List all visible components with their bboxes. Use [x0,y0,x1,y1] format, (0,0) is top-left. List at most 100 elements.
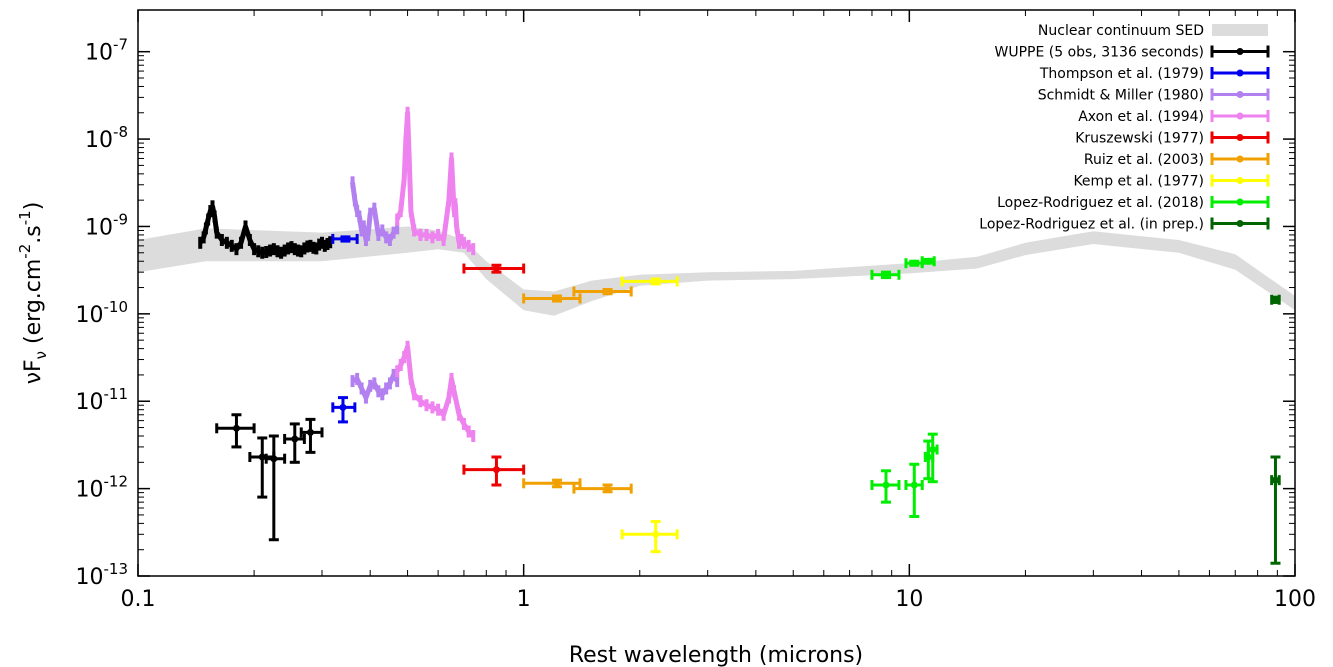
series-3-polarized-spectrum [395,340,476,443]
y-tick-label: 10-7 [85,36,128,66]
series-8-polarized-point-0 [1270,455,1281,565]
legend-marker [1236,198,1244,206]
series-1-polarized-point-0 [331,396,357,424]
y-tick-label: 10-12 [76,473,129,503]
series-7-polarized-point-1-marker [910,481,918,489]
series-0-flux-spectrum [198,200,333,259]
plot-area [138,106,1295,565]
series-4-flux-point-0-marker [492,265,500,273]
series-5-flux-point-0 [522,293,582,304]
series-7-flux-point-2 [920,256,936,267]
y-axis-label: νFν (erg.cm-2.s-1) [16,202,50,385]
x-tick-label: 1 [517,587,531,612]
legend-label: Lopez-Rodriguez et al. (2018) [997,195,1204,211]
legend-label: Axon et al. (1994) [1078,109,1204,125]
legend-label: Nuclear continuum SED [1038,23,1204,39]
legend-label: Kruszewski (1977) [1075,131,1204,147]
legend-marker [1236,134,1244,141]
series-7-polarized-point-0-marker [882,481,890,489]
y-tick-label: 10-10 [76,298,129,328]
series-7-polarized-point-0 [870,469,901,504]
legend-entry-2: Thompson et al. (1979) [1039,66,1270,82]
y-tick-label: 10-8 [85,123,128,153]
legend-marker [1236,48,1244,55]
series-5-polarized-point-1 [572,483,633,494]
sed-band [138,226,1295,316]
legend-marker [1236,69,1244,77]
series-6-flux-point-0 [620,276,679,287]
legend-label: Kemp et al. (1977) [1073,174,1204,190]
legend-entry-0: Nuclear continuum SED [1038,23,1268,39]
series-5-polarized-point-0-marker [553,479,561,487]
series-7-flux-point-1-marker [910,259,918,267]
series-8-flux-point-0-marker [1271,296,1279,304]
series-4-polarized-point-0-marker [492,466,500,474]
legend-entry-1: WUPPE (5 obs, 3136 seconds) [994,45,1270,61]
series-4-polarized-point-0 [462,455,526,487]
series-5-flux-point-1 [572,286,633,297]
legend-swatch [1212,24,1268,36]
legend-label: Ruiz et al. (2003) [1084,152,1204,168]
legend-marker [1236,112,1244,120]
legend-entry-9: Lopez-Rodriguez et al. (in prep.) [979,217,1270,233]
legend-label: Thompson et al. (1979) [1039,66,1204,82]
series-7-flux-point-0-marker [882,271,890,279]
series-0-polarized-point-2-marker [270,455,278,463]
y-tick-label: 10-9 [85,210,128,240]
series-7-flux-point-2-marker [924,257,932,265]
legend-label: Lopez-Rodriguez et al. (in prep.) [979,217,1204,233]
x-tick-label: 100 [1274,587,1316,612]
legend-marker [1236,91,1244,98]
series-0-polarized-point-1 [248,436,276,499]
legend-entry-5: Kruszewski (1977) [1075,131,1270,147]
series-6-polarized-point-0-marker [652,530,660,538]
legend-marker [1236,155,1244,163]
x-tick-label: 0.1 [121,587,156,612]
series-7-polarized-point-3-marker [929,446,937,454]
legend: Nuclear continuum SED WUPPE (5 obs, 3136 … [979,23,1270,233]
series-0-polarized-point-0 [215,413,256,449]
series-5-flux-point-0-marker [553,294,561,302]
legend-marker [1236,177,1244,184]
series-5-polarized-point-1-marker [604,485,612,493]
series-6-flux-point-0-marker [652,277,660,285]
legend-entry-7: Kemp et al. (1977) [1073,174,1270,190]
series-7-polarized-point-2-marker [924,453,932,461]
series-8-flux-point-0 [1270,294,1281,305]
series-4-flux-point-0 [462,263,526,274]
series-3-flux-spectrum [394,106,476,256]
series-1-flux-point-0-marker [341,235,349,243]
series-0-polarized-point-1-marker [258,453,266,461]
y-tick-label: 10-11 [76,385,129,415]
legend-entry-4: Axon et al. (1994) [1078,109,1270,125]
series-1-flux-point-0 [331,233,359,244]
series-0-polarized-point-4-marker [306,428,314,436]
x-axis-label: Rest wavelength (microns) [569,643,863,667]
series-3-polarized-spectrum-line [395,344,475,438]
series-0-polarized-point-3-marker [291,435,299,443]
series-7-polarized-point-3 [926,432,939,484]
series-5-polarized-point-0 [522,478,582,489]
legend-marker [1236,220,1244,227]
legend-label: Schmidt & Miller (1980) [1038,88,1204,104]
legend-entry-3: Schmidt & Miller (1980) [1038,88,1270,104]
y-tick-label: 10-13 [76,560,129,590]
legend-entry-8: Lopez-Rodriguez et al. (2018) [997,195,1270,211]
series-7-flux-point-0 [870,269,901,280]
series-0-polarized-point-3 [283,422,306,464]
plot-marks [138,106,1295,565]
series-2-flux-spectrum [350,176,400,246]
series-0-polarized-point-0-marker [232,424,240,432]
axis-ticks: 0.1 1 10 100 10-13 10-12 10-11 10-10 10-9 10-8 10-… [76,10,1316,612]
plot-frame [137,9,1296,577]
series-6-polarized-point-0 [620,520,679,554]
series-2-polarized-spectrum [350,368,400,404]
series-1-polarized-point-0-marker [339,403,347,411]
series-8-polarized-point-0-marker [1271,476,1279,484]
legend-entry-6: Ruiz et al. (2003) [1084,152,1270,168]
x-tick-label: 10 [895,587,923,612]
series-0-polarized-point-4 [299,417,324,454]
series-7-polarized-point-1 [904,462,924,518]
series-5-flux-point-1-marker [604,288,612,296]
